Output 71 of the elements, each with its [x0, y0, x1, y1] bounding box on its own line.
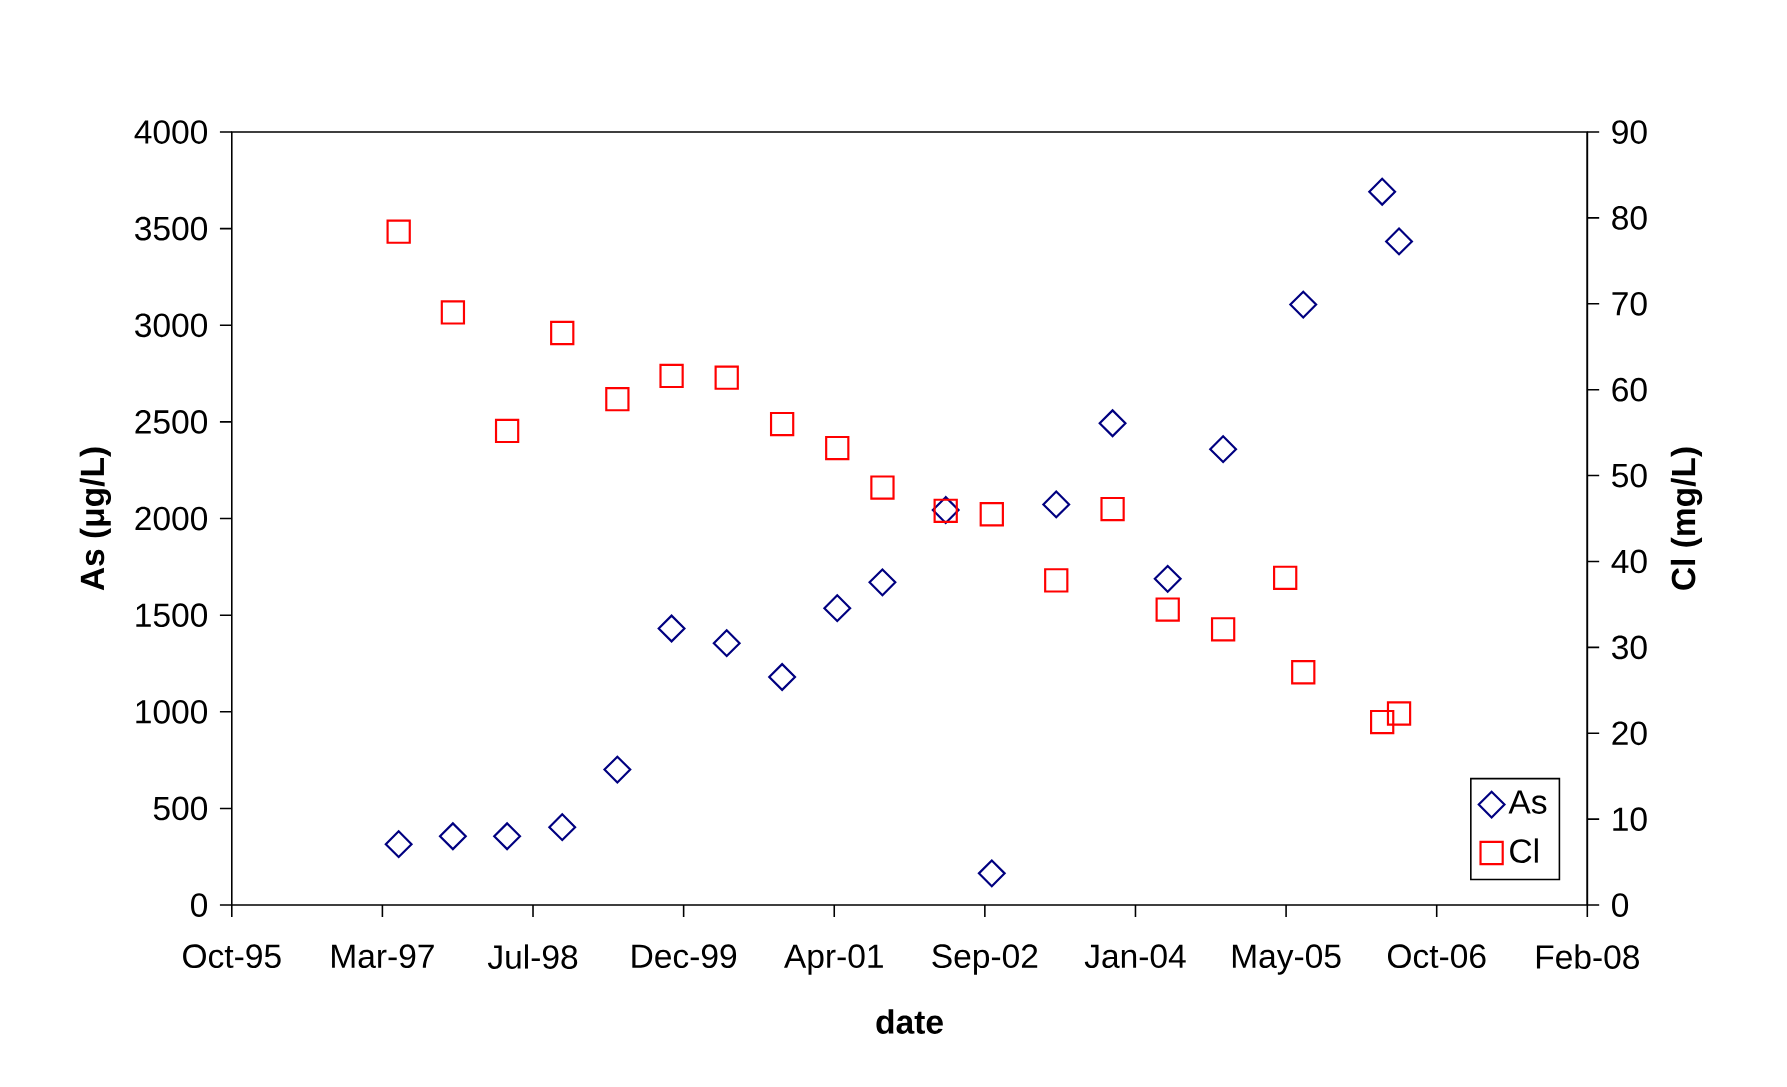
x-tick-label: Jan-04 — [1084, 944, 1186, 969]
point — [548, 813, 577, 842]
point — [1098, 409, 1127, 438]
point — [1153, 565, 1182, 594]
point — [825, 436, 850, 461]
y-tick-label: 2000 — [135, 506, 208, 531]
point — [769, 412, 795, 437]
point — [1386, 701, 1412, 726]
point — [657, 614, 686, 643]
y-tick-label: 0 — [191, 893, 208, 918]
point — [493, 822, 522, 851]
x-tick-label: Mar-97 — [332, 944, 434, 969]
point — [1209, 435, 1238, 464]
y2-tick-label: 10 — [1613, 807, 1647, 832]
x-axis-title: date — [876, 1009, 943, 1035]
x-tick-label: May-05 — [1232, 944, 1341, 975]
y2-tick-label: 50 — [1612, 463, 1647, 488]
x-tick-label: Oct-06 — [1387, 944, 1486, 969]
y-tick-label: 1000 — [136, 700, 208, 724]
point — [979, 502, 1004, 527]
y2-tick-label: 30 — [1612, 635, 1647, 660]
x-tick-label: Apr-01 — [784, 944, 883, 975]
x-tick-label: Sep-02 — [932, 944, 1038, 975]
point — [494, 418, 520, 444]
x-tick-label: Feb-08 — [1536, 944, 1639, 970]
point — [1289, 290, 1318, 319]
y2-tick-label: 20 — [1612, 721, 1647, 746]
y2-axis-title: Cl (mg/L) — [1670, 447, 1703, 590]
y-tick-label: 2500 — [135, 410, 208, 434]
point — [1368, 177, 1397, 206]
point — [550, 321, 575, 346]
point — [605, 387, 630, 412]
point — [386, 219, 411, 245]
point — [868, 568, 897, 597]
legend-label: Cl — [1510, 838, 1538, 864]
y-tick-label: 3500 — [135, 216, 208, 241]
point — [714, 365, 739, 391]
y2-tick-label: 0 — [1612, 893, 1629, 918]
y2-tick-label: 90 — [1612, 120, 1647, 145]
point — [870, 475, 895, 500]
point — [823, 594, 852, 623]
point — [712, 629, 741, 658]
point — [384, 830, 413, 859]
point — [1155, 597, 1180, 622]
point — [1042, 490, 1071, 519]
y-tick-label: 500 — [153, 796, 208, 821]
point — [1210, 617, 1236, 642]
point — [1273, 565, 1298, 591]
x-tick-label: Jul-98 — [487, 944, 578, 970]
y2-tick-label: 80 — [1612, 206, 1647, 230]
point — [1370, 710, 1395, 735]
point — [438, 822, 467, 851]
point — [1100, 497, 1125, 522]
y-tick-label: 4000 — [134, 120, 208, 145]
point — [440, 300, 466, 325]
point — [768, 663, 797, 692]
point — [1385, 227, 1414, 256]
point — [1044, 568, 1069, 593]
legend-label: As — [1508, 790, 1547, 815]
point — [659, 363, 684, 389]
y-tick-label: 1500 — [136, 603, 208, 628]
y-tick-label: 3000 — [135, 313, 208, 338]
x-tick-label: Oct-95 — [183, 944, 281, 969]
y2-tick-label: 60 — [1612, 378, 1647, 402]
x-tick-label: Dec-99 — [632, 944, 737, 969]
y2-tick-label: 70 — [1612, 292, 1647, 316]
point — [977, 859, 1006, 888]
point — [603, 755, 632, 784]
y-axis-title: As (μg/L) — [79, 447, 112, 591]
y2-tick-label: 40 — [1611, 549, 1647, 574]
point — [1291, 660, 1316, 685]
